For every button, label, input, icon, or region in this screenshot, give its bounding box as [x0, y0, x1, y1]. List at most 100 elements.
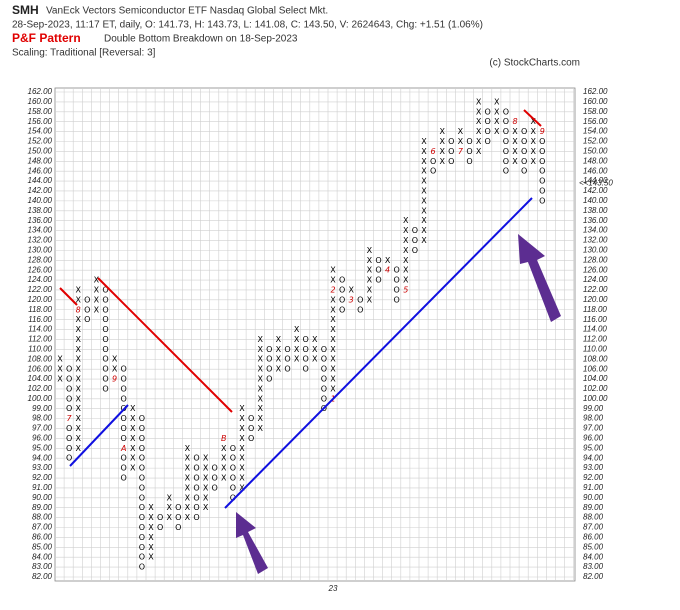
month-marker: 9: [540, 127, 545, 136]
x-box: X: [257, 414, 263, 423]
x-box: X: [75, 414, 81, 423]
x-box: X: [75, 404, 81, 413]
o-box: O: [66, 365, 72, 374]
o-box: O: [521, 167, 527, 176]
x-box: X: [203, 493, 209, 502]
month-marker: 9: [112, 375, 117, 384]
y-tick-label-right: 112.00: [583, 335, 607, 344]
x-box: X: [476, 107, 482, 116]
o-box: O: [157, 513, 163, 522]
x-box: X: [294, 345, 300, 354]
y-tick-label-right: 110.00: [583, 344, 607, 353]
x-box: X: [148, 513, 154, 522]
x-box: X: [403, 266, 409, 275]
o-box: O: [66, 444, 72, 453]
x-box: X: [367, 276, 373, 285]
y-tick-label-right: 122.00: [583, 285, 608, 294]
o-box: O: [193, 493, 199, 502]
o-box: O: [102, 355, 108, 364]
o-box: O: [394, 285, 400, 294]
x-box: X: [276, 345, 282, 354]
y-tick-label: 152.00: [28, 137, 53, 146]
x-box: X: [421, 157, 427, 166]
x-box: X: [367, 295, 373, 304]
o-box: O: [66, 375, 72, 384]
x-box: X: [421, 147, 427, 156]
y-tick-label: 122.00: [28, 285, 53, 294]
y-tick-label-right: 98.00: [583, 414, 604, 423]
y-tick-label-right: 124.00: [583, 275, 608, 284]
y-tick-label-right: 134.00: [583, 226, 608, 235]
y-tick-label: 90.00: [32, 493, 53, 502]
o-box: O: [321, 355, 327, 364]
o-box: O: [503, 137, 509, 146]
y-tick-label: 114.00: [28, 325, 52, 334]
o-box: O: [66, 404, 72, 413]
x-box: X: [403, 216, 409, 225]
x-box: X: [203, 474, 209, 483]
y-tick-label: 95.00: [32, 443, 53, 452]
o-box: O: [339, 305, 345, 314]
x-box: X: [276, 355, 282, 364]
o-box: O: [102, 365, 108, 374]
o-box: O: [303, 365, 309, 374]
o-box: O: [230, 493, 236, 502]
x-box: X: [75, 365, 81, 374]
o-box: O: [539, 186, 545, 195]
x-box: X: [330, 276, 336, 285]
x-box: X: [148, 543, 154, 552]
o-box: O: [485, 117, 491, 126]
y-tick-label: 92.00: [32, 473, 53, 482]
x-box: X: [130, 404, 136, 413]
pattern-label: P&F Pattern: [12, 31, 81, 45]
o-box: O: [375, 276, 381, 285]
o-box: O: [539, 157, 545, 166]
x-box: X: [75, 434, 81, 443]
x-box: X: [403, 246, 409, 255]
o-box: O: [121, 365, 127, 374]
x-box: X: [421, 196, 427, 205]
x-box: X: [257, 375, 263, 384]
x-box: X: [403, 276, 409, 285]
o-box: O: [357, 295, 363, 304]
o-box: O: [139, 424, 145, 433]
y-tick-label-right: 88.00: [583, 513, 604, 522]
x-box: X: [239, 444, 245, 453]
x-box: X: [421, 206, 427, 215]
x-box: X: [257, 355, 263, 364]
month-marker: 8: [512, 117, 517, 126]
x-box: X: [166, 513, 172, 522]
o-box: O: [121, 454, 127, 463]
o-box: O: [102, 384, 108, 393]
y-tick-label: 128.00: [28, 255, 53, 264]
o-box: O: [521, 147, 527, 156]
month-marker: 7: [67, 414, 73, 423]
o-box: O: [121, 384, 127, 393]
y-tick-label-right: 160.00: [583, 97, 608, 106]
y-tick-label-right: 93.00: [583, 463, 604, 472]
o-box: O: [266, 365, 272, 374]
x-box: X: [330, 365, 336, 374]
x-box: X: [203, 503, 209, 512]
o-box: O: [212, 474, 218, 483]
x-box: X: [330, 345, 336, 354]
x-box: X: [185, 483, 191, 492]
security-name: VanEck Vectors Semiconductor ETF Nasdaq …: [46, 6, 328, 17]
x-box: X: [312, 355, 318, 364]
o-box: O: [121, 375, 127, 384]
x-box: X: [257, 424, 263, 433]
x-box: X: [239, 474, 245, 483]
o-box: O: [121, 434, 127, 443]
o-box: O: [102, 315, 108, 324]
x-box: X: [385, 256, 391, 265]
o-box: O: [102, 305, 108, 314]
o-box: O: [303, 335, 309, 344]
o-box: O: [66, 434, 72, 443]
x-box: X: [75, 355, 81, 364]
x-box: X: [239, 424, 245, 433]
o-box: O: [412, 246, 418, 255]
x-box: X: [75, 315, 81, 324]
x-box: X: [130, 434, 136, 443]
x-box: X: [185, 503, 191, 512]
